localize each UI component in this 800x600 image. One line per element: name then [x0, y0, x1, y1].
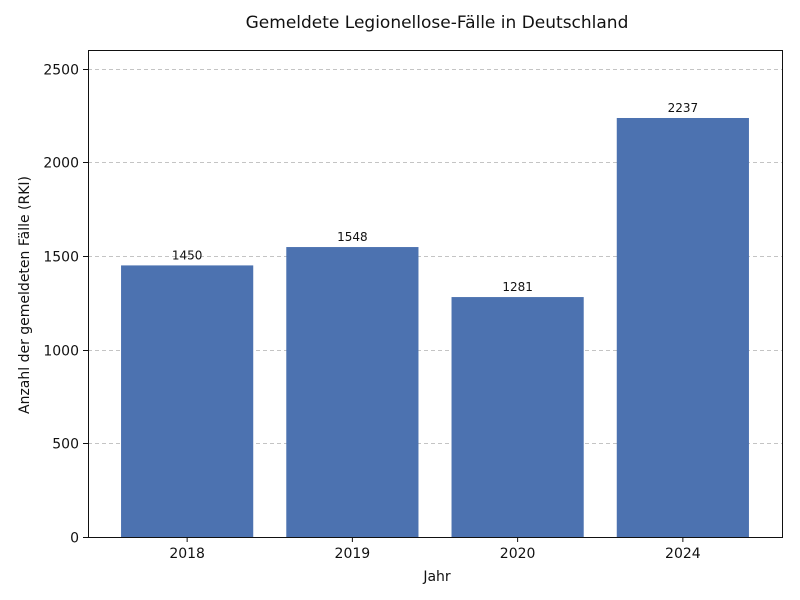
y-axis-ticks: 0 500 1000 1500 2000 2500: [43, 63, 88, 547]
x-tick-label-2018: 2018: [169, 546, 205, 562]
data-label-2018: 1450: [172, 248, 203, 262]
bars: [121, 117, 749, 538]
x-tick-label-2020: 2020: [500, 546, 536, 562]
x-tick-label-2019: 2019: [335, 546, 371, 562]
data-label-2024: 2237: [668, 101, 699, 115]
bar-2018: [121, 265, 254, 537]
bar-2020: [451, 297, 584, 537]
y-tick-label: 1000: [43, 344, 79, 360]
bar-2019: [286, 247, 419, 537]
y-tick-label: 2500: [43, 63, 79, 79]
y-tick-label: 0: [70, 531, 79, 547]
y-axis-label: Anzahl der gemeldeten Fälle (RKI): [17, 176, 33, 414]
y-tick-label: 2000: [43, 156, 79, 172]
chart-title: Gemeldete Legionellose-Fälle in Deutschl…: [246, 13, 629, 33]
x-tick-label-2024: 2024: [665, 546, 701, 562]
x-axis-ticks: 2018 2019 2020 2024: [169, 537, 701, 562]
y-tick-label: 1500: [43, 250, 79, 266]
x-axis-label: Jahr: [422, 569, 451, 585]
data-labels: 1450 1548 1281 2237: [172, 101, 698, 294]
y-tick-label: 500: [52, 437, 79, 453]
data-label-2020: 1281: [502, 280, 533, 294]
data-label-2019: 1548: [337, 230, 368, 244]
bar-2024: [616, 117, 749, 538]
plot-frame: [88, 50, 783, 538]
